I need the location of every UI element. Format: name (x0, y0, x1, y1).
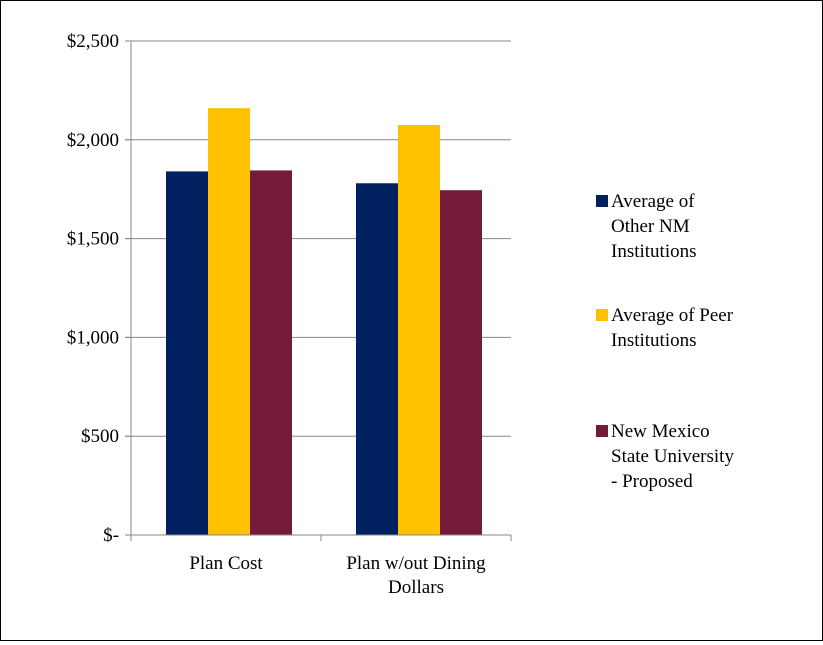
bars (166, 108, 482, 536)
legend-swatch (596, 425, 608, 437)
y-tick-label: $- (103, 525, 119, 546)
legend-label: Average of Peer Institutions (611, 305, 734, 351)
y-tick-label: $500 (81, 426, 119, 447)
bar (440, 190, 482, 536)
y-tick-label: $2,000 (67, 130, 119, 151)
bar (208, 108, 250, 536)
legend-label: New Mexico State University - Proposed (611, 421, 734, 492)
y-tick-labels: $- $500 $1,000 $1,500 $2,000 $2,500 (67, 31, 119, 546)
legend-entry: Average of Other NM Institutions (596, 191, 697, 262)
legend-swatch (596, 195, 608, 207)
bar (356, 183, 398, 535)
bar (166, 171, 208, 535)
legend-label: Average of Other NM Institutions (611, 191, 697, 262)
category-label: Plan w/out Dining Dollars (346, 553, 486, 598)
bar (250, 170, 292, 536)
category-label: Plan Cost (189, 553, 263, 574)
y-tick-label: $2,500 (67, 31, 119, 52)
legend-entry: Average of Peer Institutions (596, 305, 734, 351)
y-tick-label: $1,500 (67, 229, 119, 250)
legend: Average of Other NM Institutions Average of… (596, 191, 734, 492)
y-tick-label: $1,000 (67, 327, 119, 348)
legend-swatch (596, 309, 608, 321)
axes (125, 40, 512, 541)
category-labels: Plan Cost Plan w/out Dining Dollars (189, 553, 486, 598)
bar (398, 124, 440, 535)
legend-entry: New Mexico State University - Proposed (596, 421, 734, 492)
